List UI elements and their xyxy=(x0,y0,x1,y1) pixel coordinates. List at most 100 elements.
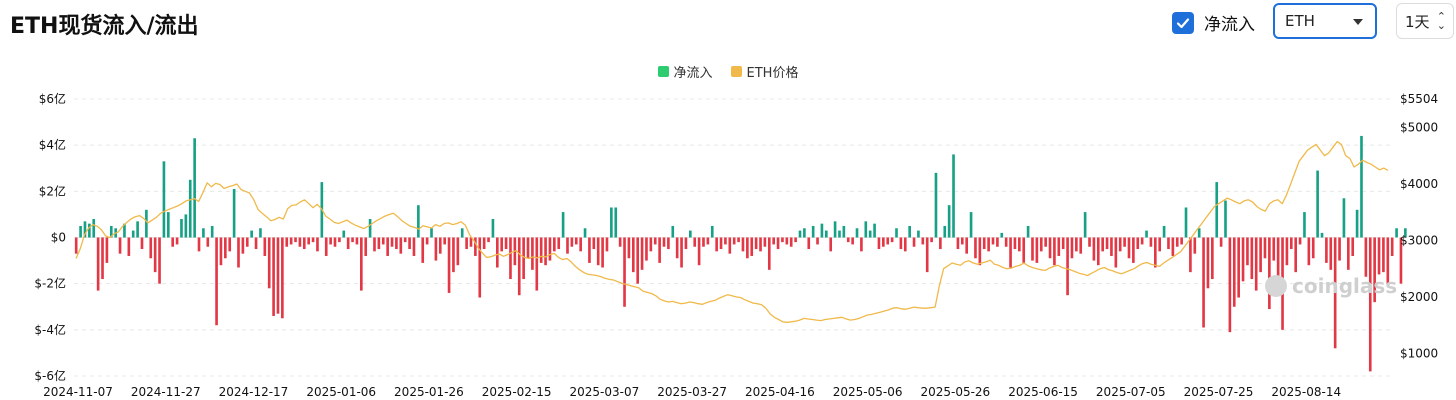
netflow-bar xyxy=(1294,237,1297,273)
netflow-bar xyxy=(1390,237,1394,256)
netflow-bar xyxy=(460,228,464,238)
netflow-bar xyxy=(925,237,929,273)
netflow-bar xyxy=(338,237,341,243)
netflow-bar xyxy=(245,237,249,247)
netflow-bar xyxy=(276,237,280,314)
netflow-bar xyxy=(329,237,332,245)
netflow-bar xyxy=(1237,237,1240,298)
netflow-bar xyxy=(1140,237,1144,245)
netflow-bar xyxy=(943,225,947,238)
netflow-bar xyxy=(798,230,802,238)
right-axis-tick: $4000 xyxy=(1400,177,1438,191)
netflow-bar xyxy=(381,237,385,245)
legend-item-netflow[interactable]: 净流入 xyxy=(657,62,713,81)
netflow-bar xyxy=(702,237,705,247)
netflow-bar xyxy=(197,237,201,252)
netflow-bar xyxy=(219,237,223,266)
netflow-bar xyxy=(623,237,626,307)
netflow-bar xyxy=(895,228,898,238)
netflow-bar xyxy=(553,237,556,252)
netflow-bar xyxy=(443,237,446,245)
netflow-bar xyxy=(1180,237,1183,245)
netflow-bar xyxy=(759,237,762,252)
legend-label-eth-price: ETH价格 xyxy=(746,66,799,81)
netflow-bar xyxy=(610,207,613,238)
netflow-bar xyxy=(1329,237,1333,270)
netflow-bar xyxy=(715,237,718,252)
netflow-bar xyxy=(1158,237,1162,252)
netflow-bar xyxy=(1057,237,1061,256)
netflow-bar xyxy=(658,237,661,263)
netflow-bar xyxy=(614,207,618,238)
netflow-bar xyxy=(719,237,723,250)
netflow-bar xyxy=(1127,237,1131,259)
netflow-bar xyxy=(1018,237,1021,252)
x-axis-tick: 2025-03-07 xyxy=(570,385,640,399)
legend-item-eth-price[interactable]: ETH价格 xyxy=(730,62,799,81)
netflow-bar xyxy=(1347,237,1350,270)
netflow-bar xyxy=(588,237,591,263)
netflow-bar xyxy=(1193,237,1197,254)
netflow-bar xyxy=(74,237,78,254)
left-axis-tick: $-2亿 xyxy=(34,276,66,291)
netflow-bar xyxy=(1303,212,1306,238)
x-axis-tick: 2024-12-17 xyxy=(219,385,289,399)
netflow-bar xyxy=(767,237,771,270)
asset-select[interactable]: ETH xyxy=(1273,3,1377,39)
netflow-bar xyxy=(969,212,973,238)
netflow-bar xyxy=(302,237,306,250)
netflow-bar xyxy=(890,237,894,243)
x-axis-tick: 2025-02-15 xyxy=(482,385,552,399)
netflow-bar xyxy=(1096,237,1100,266)
netflow-toggle[interactable]: 净流入 xyxy=(1172,10,1255,35)
netflow-bar xyxy=(566,237,569,254)
x-axis-tick: 2024-11-27 xyxy=(131,385,201,399)
x-axis-tick: 2025-03-27 xyxy=(657,385,727,399)
netflow-bar xyxy=(1048,237,1052,259)
netflow-bar xyxy=(399,237,403,254)
netflow-bar xyxy=(601,237,604,268)
netflow-bars xyxy=(74,135,1407,372)
netflow-bar xyxy=(816,237,819,245)
netflow-bar xyxy=(640,237,644,270)
netflow-bar xyxy=(1136,237,1140,250)
netflow-bar xyxy=(724,237,727,245)
netflow-bar xyxy=(965,237,968,254)
interval-select-value: 1天 xyxy=(1405,12,1430,31)
netflow-bar xyxy=(250,230,253,238)
netflow-bar xyxy=(517,237,521,296)
netflow-bar xyxy=(263,237,267,256)
netflow-bar xyxy=(1035,237,1039,263)
netflow-bar xyxy=(680,237,683,268)
netflow-bar xyxy=(754,237,758,250)
netflow-bar xyxy=(1342,198,1346,238)
netflow-bar xyxy=(1246,237,1249,266)
netflow-bar xyxy=(285,237,289,247)
asset-select-value: ETH xyxy=(1285,12,1315,30)
page-title: ETH现货流入/流出 xyxy=(10,14,199,39)
x-axis-tick: 2025-04-16 xyxy=(745,385,815,399)
netflow-bar xyxy=(346,237,350,250)
netflow-bar xyxy=(167,212,170,238)
x-axis-tick: 2024-11-07 xyxy=(43,385,113,399)
netflow-bar xyxy=(1044,237,1047,247)
left-axis-tick: $2亿 xyxy=(39,183,66,198)
interval-select[interactable]: 1天 ⌃ ⌄ xyxy=(1396,3,1454,39)
netflow-bar xyxy=(662,237,666,247)
netflow-bar xyxy=(978,237,982,266)
netflow-bar xyxy=(237,237,240,268)
netflow-bar xyxy=(188,179,192,238)
netflow-bar xyxy=(693,237,697,247)
netflow-bar xyxy=(1364,237,1368,277)
netflow-bar xyxy=(184,214,188,238)
netflow-bar xyxy=(741,237,745,252)
netflow-bar xyxy=(1276,237,1280,286)
netflow-bar xyxy=(1320,232,1324,238)
netflow-bar xyxy=(232,189,236,238)
netflow-bar xyxy=(605,237,609,252)
netflow-bar xyxy=(579,237,582,252)
netflow-checkbox[interactable] xyxy=(1172,11,1194,34)
left-axis-tick: $6亿 xyxy=(39,91,66,106)
netflow-bar xyxy=(469,237,473,247)
netflow-bar xyxy=(526,237,530,259)
